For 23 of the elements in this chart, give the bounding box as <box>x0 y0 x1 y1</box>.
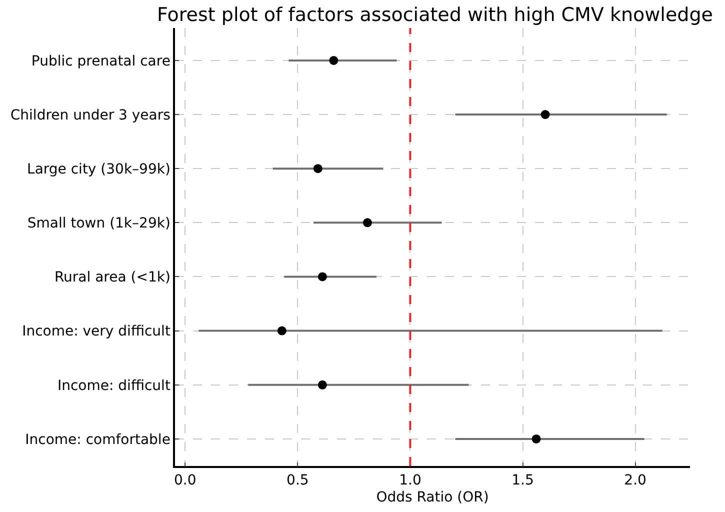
y-tick-label: Large city (30k–99k) <box>27 161 170 178</box>
point <box>318 380 327 390</box>
chart-title: Forest plot of factors associated with high CMV knowledge <box>157 4 713 26</box>
x-tick-label: 1.0 <box>399 472 422 489</box>
point <box>362 218 372 228</box>
x-tick-label: 0.0 <box>174 472 196 489</box>
y-tick-label: Rural area (<1k) <box>54 270 170 286</box>
point <box>329 56 338 65</box>
y-tick-label: Children under 3 years <box>10 107 170 124</box>
x-tick-label: 2.0 <box>624 472 646 489</box>
point <box>540 110 550 120</box>
x-tick-label: 0.5 <box>286 472 309 489</box>
point <box>318 272 327 282</box>
x-axis-title: Odds Ratio (OR) <box>376 489 489 506</box>
x-tick-label: 1.5 <box>512 472 534 489</box>
y-tick-label: Small town (1k–29k) <box>27 216 170 232</box>
y-tick-label: Income: comfortable <box>25 432 170 448</box>
y-tick-label: Income: difficult <box>57 378 171 394</box>
point <box>532 434 541 444</box>
point <box>313 164 322 174</box>
y-tick-label: Public prenatal care <box>31 53 170 70</box>
point <box>277 326 286 336</box>
y-tick-label: Income: very difficult <box>22 324 171 340</box>
